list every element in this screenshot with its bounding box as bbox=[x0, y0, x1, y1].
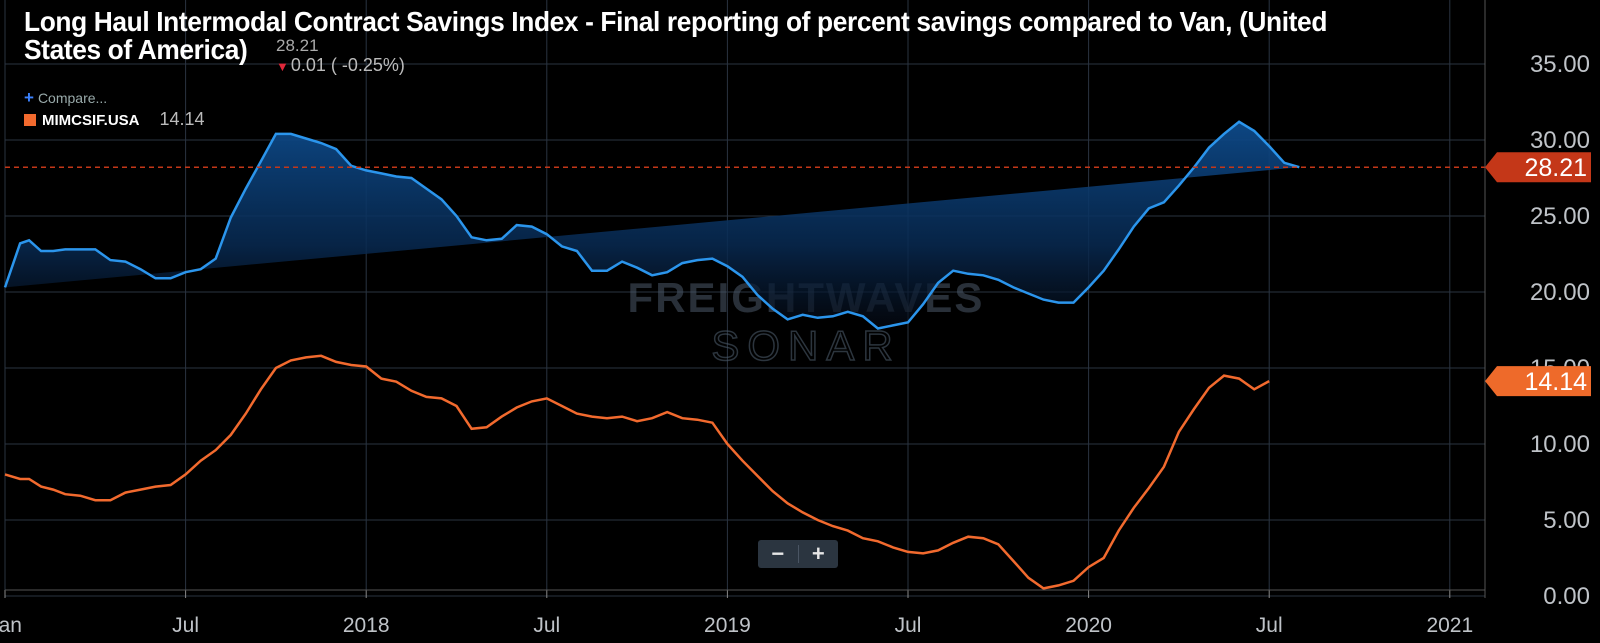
y-tick-label: 0.00 bbox=[1543, 583, 1590, 610]
legend-item[interactable]: MIMCSIF.USA 14.14 bbox=[24, 109, 205, 130]
last-value-tag bbox=[1485, 366, 1591, 397]
zoom-separator bbox=[797, 545, 799, 563]
legend-name: MIMCSIF.USA bbox=[42, 112, 140, 129]
change-readout: ▼ 0.01 ( -0.25%) bbox=[276, 55, 405, 76]
watermark-line2: SONAR bbox=[711, 322, 900, 369]
compare-series-line bbox=[4, 354, 1270, 590]
zoom-in-button[interactable]: + bbox=[811, 541, 825, 566]
last-value-text: 14.14 bbox=[1524, 368, 1587, 396]
last-value-text: 28.21 bbox=[1524, 154, 1587, 182]
down-arrow-icon: ▼ bbox=[276, 59, 289, 74]
main-series-line bbox=[3, 120, 1300, 330]
last-value-tag bbox=[1485, 152, 1591, 183]
y-tick-label: 35.00 bbox=[1530, 51, 1590, 78]
last-value-labels: 28.21 14.14 bbox=[1485, 152, 1591, 397]
y-tick-label: 25.00 bbox=[1530, 203, 1590, 230]
y-tick-label: 30.00 bbox=[1530, 127, 1590, 154]
legend-swatch bbox=[24, 114, 36, 126]
main-series-area bbox=[5, 121, 1300, 329]
zoom-controls: − + bbox=[758, 540, 838, 568]
legend-value: 14.14 bbox=[159, 109, 205, 129]
change-text: 0.01 ( -0.25%) bbox=[290, 55, 405, 75]
chart-title: Long Haul Intermodal Contract Savings In… bbox=[24, 6, 1328, 65]
current-value: 28.21 bbox=[276, 36, 319, 55]
x-tick-label: Jul bbox=[1256, 614, 1283, 637]
x-tick-label: 2020 bbox=[1065, 614, 1112, 637]
x-tick-label: 2018 bbox=[343, 614, 390, 637]
x-tick-label: Jul bbox=[172, 614, 199, 637]
x-tick-label: Jul bbox=[895, 614, 922, 637]
y-tick-label: 10.00 bbox=[1530, 431, 1590, 458]
y-tick-label: 20.00 bbox=[1530, 279, 1590, 306]
compare-label: Compare... bbox=[37, 90, 108, 106]
x-axis: Jan Jul 2018 Jul 2019 Jul 2020 Jul 2021 bbox=[0, 589, 1485, 637]
x-tick-label: 2021 bbox=[1426, 614, 1473, 637]
x-tick-label: Jan bbox=[0, 614, 22, 637]
compare-button[interactable]: + Compare... bbox=[24, 88, 107, 108]
plus-icon: + bbox=[24, 88, 34, 107]
zoom-out-button[interactable]: − bbox=[771, 541, 785, 566]
x-tick-label: Jul bbox=[533, 614, 560, 637]
x-tick-label: 2019 bbox=[704, 614, 751, 637]
y-tick-label: 5.00 bbox=[1543, 507, 1590, 534]
